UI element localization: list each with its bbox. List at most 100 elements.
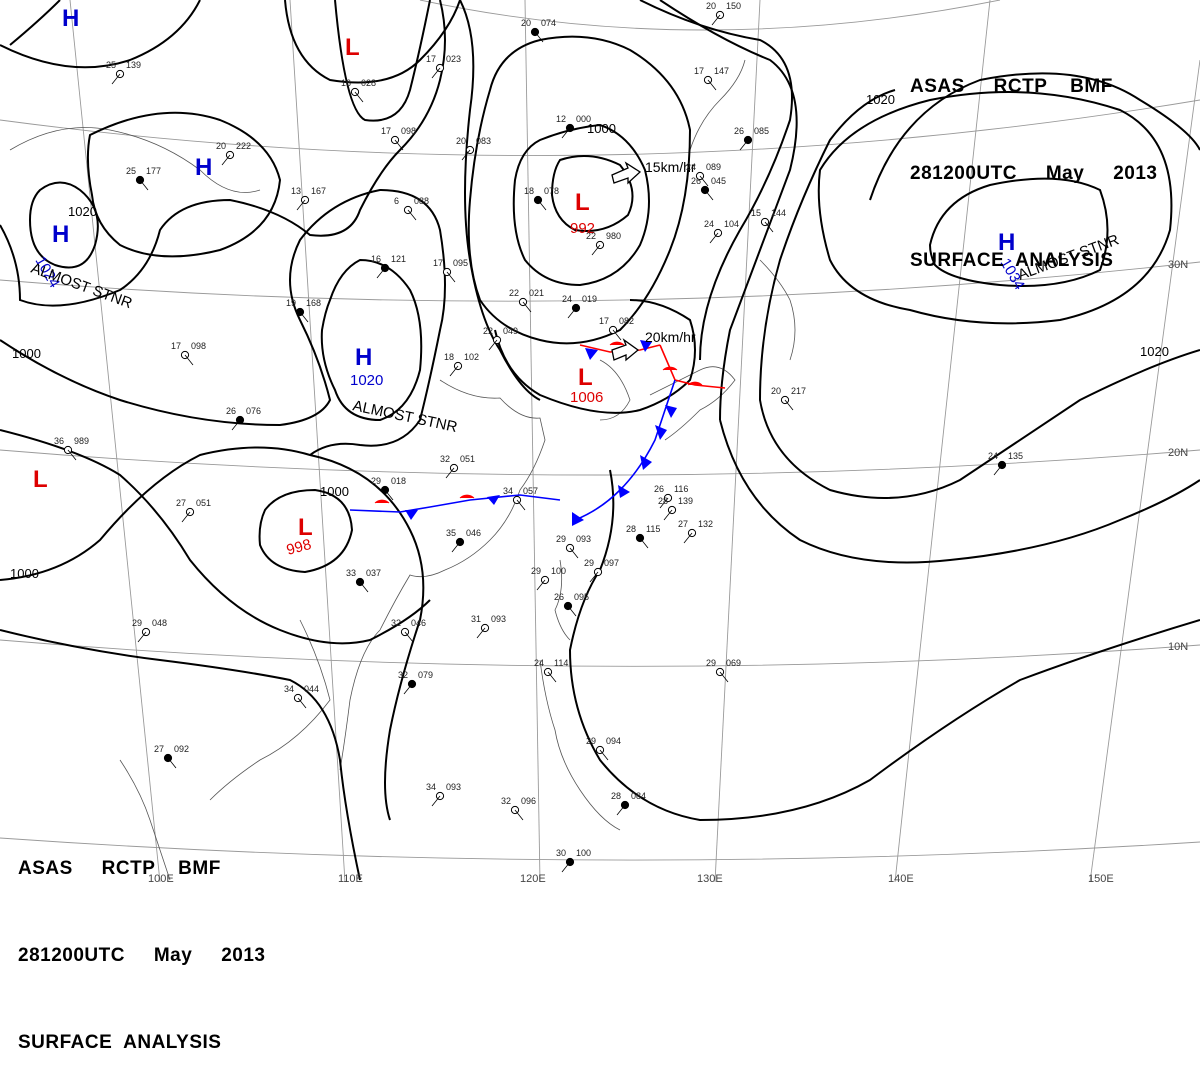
meridian-100e bbox=[69, 0, 161, 883]
station-temperature: 35 bbox=[446, 528, 456, 538]
station-plot: 24 019 bbox=[562, 294, 597, 319]
isobar-label: 1020 bbox=[68, 204, 97, 219]
isobar-labels: 1000 1020 1020 1000 1000 1020 1000 bbox=[10, 92, 1169, 581]
station-pressure: 083 bbox=[476, 136, 491, 146]
station-plot: 12 000 bbox=[556, 114, 591, 139]
wind-barb-icon bbox=[449, 365, 459, 377]
station-pressure: 177 bbox=[146, 166, 161, 176]
station-plot: 24 089 bbox=[686, 162, 721, 187]
wind-barb-icon bbox=[591, 244, 601, 256]
station-pressure: 097 bbox=[604, 558, 619, 568]
station-temperature: 18 bbox=[444, 352, 454, 362]
station-pressure: 088 bbox=[414, 196, 429, 206]
coastline-china bbox=[339, 379, 546, 771]
station-temperature: 20 bbox=[706, 1, 716, 11]
station-plot: 28 084 bbox=[611, 791, 646, 816]
isobar-north-low-ring bbox=[284, 0, 461, 84]
lon-label: 110E bbox=[338, 873, 363, 885]
station-temperature: 22 bbox=[586, 231, 596, 241]
station-pressure: 021 bbox=[529, 288, 544, 298]
station-temperature: 29 bbox=[706, 658, 716, 668]
lat-label: 30N bbox=[1168, 259, 1188, 271]
station-temperature: 29 bbox=[586, 736, 596, 746]
pressure-centers: H H H H H L L L L L bbox=[33, 5, 1015, 541]
wind-barb-icon bbox=[764, 221, 774, 233]
wind-barb-icon bbox=[111, 73, 121, 85]
wind-barb-icon bbox=[384, 489, 394, 501]
station-plot: 30 100 bbox=[556, 848, 591, 873]
station-pressure: 135 bbox=[1008, 451, 1023, 461]
station-plot: 31 093 bbox=[471, 614, 506, 639]
station-pressure: 049 bbox=[503, 326, 518, 336]
station-pressure: 093 bbox=[446, 782, 461, 792]
isobar-vertical-1 bbox=[459, 0, 541, 401]
graticule-labels: 100E 110E 120E 130E 140E 150E 30N 20N 10… bbox=[148, 259, 1188, 885]
station-temperature: 17 bbox=[171, 341, 181, 351]
lat-lon-grid bbox=[0, 0, 1200, 883]
station-plot: 29 093 bbox=[556, 534, 591, 559]
high-center-h5: H bbox=[998, 229, 1015, 256]
station-plot: 33 037 bbox=[346, 568, 381, 593]
station-temperature: 29 bbox=[556, 534, 566, 544]
station-pressure: 104 bbox=[724, 219, 739, 229]
station-pressure: 115 bbox=[646, 524, 660, 534]
station-pressure: 074 bbox=[541, 18, 556, 28]
lon-label: 100E bbox=[148, 873, 174, 885]
station-pressure: 085 bbox=[754, 126, 769, 136]
high-value: 1020 bbox=[350, 372, 383, 389]
cold-front-symbol bbox=[665, 405, 677, 418]
wind-barb-icon bbox=[567, 307, 577, 319]
isobar-label: 1020 bbox=[866, 92, 895, 107]
wind-barb-icon bbox=[663, 509, 673, 521]
station-temperature: 15 bbox=[751, 208, 761, 218]
station-temperature: 31 bbox=[471, 614, 481, 624]
station-plot: 22 049 bbox=[483, 326, 518, 351]
meridian-110e bbox=[289, 0, 346, 883]
station-temperature: 12 bbox=[556, 114, 566, 124]
wind-barb-icon bbox=[394, 139, 404, 151]
isobars bbox=[0, 0, 1200, 881]
isobar-1020-east bbox=[758, 89, 1200, 499]
cold-front-symbol bbox=[618, 485, 630, 498]
wind-barb-icon bbox=[488, 339, 498, 351]
station-pressure: 046 bbox=[466, 528, 481, 538]
station-plot: 32 051 bbox=[440, 454, 475, 479]
station-plot: 29 048 bbox=[132, 618, 167, 643]
station-temperature: 17 bbox=[433, 258, 443, 268]
wind-barb-icon bbox=[599, 749, 609, 761]
station-temperature: 26 bbox=[691, 176, 701, 186]
station-pressure: 044 bbox=[304, 684, 319, 694]
station-pressure: 028 bbox=[361, 78, 376, 88]
wind-barb-icon bbox=[299, 311, 309, 323]
isobar-nw-corner bbox=[9, 0, 61, 46]
stationary-front-west bbox=[349, 494, 561, 513]
coastline-malaysia bbox=[119, 759, 171, 881]
station-pressure: 092 bbox=[174, 744, 189, 754]
wind-barb-icon bbox=[659, 497, 669, 509]
isobar-1000-west bbox=[0, 446, 425, 821]
station-pressure: 069 bbox=[726, 658, 741, 668]
station-temperature: 30 bbox=[556, 848, 566, 858]
station-pressure: 057 bbox=[523, 486, 538, 496]
wind-barb-icon bbox=[993, 464, 1003, 476]
station-pressure: 100 bbox=[576, 848, 591, 858]
station-temperature: 32 bbox=[391, 618, 401, 628]
parallel-10n bbox=[0, 639, 1200, 667]
wind-barb-icon bbox=[231, 419, 241, 431]
low-value: 998 bbox=[285, 536, 314, 559]
wind-barb-icon bbox=[534, 31, 544, 43]
station-pressure: 222 bbox=[236, 141, 251, 151]
wind-barb-icon bbox=[139, 179, 149, 191]
station-pressure: 078 bbox=[544, 186, 559, 196]
station-temperature: 32 bbox=[398, 670, 408, 680]
wind-barb-icon bbox=[403, 683, 413, 695]
isobar-south bbox=[568, 469, 1200, 822]
warm-front-symbol bbox=[662, 366, 678, 371]
wind-barb-icon bbox=[522, 301, 532, 313]
station-pressure: 051 bbox=[460, 454, 475, 464]
wind-barb-icon bbox=[359, 581, 369, 593]
cold-front-symbol bbox=[585, 348, 598, 360]
station-plot: 17 098 bbox=[171, 341, 206, 366]
station-plot: 29 069 bbox=[706, 658, 741, 683]
isobar-label: 1000 bbox=[12, 346, 41, 361]
